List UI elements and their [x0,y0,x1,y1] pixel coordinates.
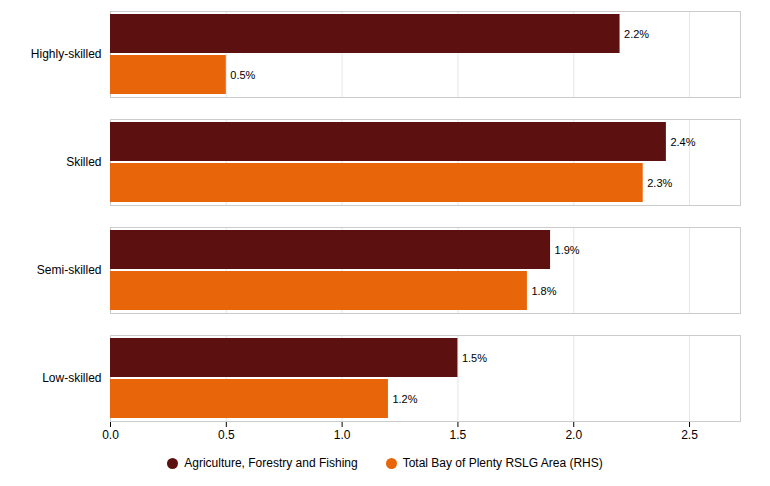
svg-text:1.8%: 1.8% [531,285,556,297]
svg-text:2.3%: 2.3% [647,177,672,189]
svg-text:Low-skilled: Low-skilled [42,371,101,385]
svg-text:Skilled: Skilled [66,155,101,169]
html-text:Agriculture, Forestry and Fish: Agriculture, Forestry and Fishing [184,456,358,470]
svg-text:1.5%: 1.5% [462,352,487,364]
svg-text:1.0: 1.0 [334,428,351,442]
svg-text:1.9%: 1.9% [555,244,580,256]
svg-text:1.5: 1.5 [450,428,467,442]
svg-text:Highly-skilled: Highly-skilled [31,47,102,61]
svg-text:2.2%: 2.2% [624,28,649,40]
svg-text:1.2%: 1.2% [392,393,417,405]
svg-text:2.4%: 2.4% [670,136,695,148]
html-text:Total Bay of Plenty RSLG Area: Total Bay of Plenty RSLG Area (RHS) [402,456,603,470]
svg-text:0.5%: 0.5% [230,69,255,81]
svg-text:2.5: 2.5 [681,428,698,442]
svg-text:Semi-skilled: Semi-skilled [37,263,102,277]
svg-text:0.0: 0.0 [102,428,119,442]
svg-text:0.5: 0.5 [218,428,235,442]
svg-text:2.0: 2.0 [565,428,582,442]
